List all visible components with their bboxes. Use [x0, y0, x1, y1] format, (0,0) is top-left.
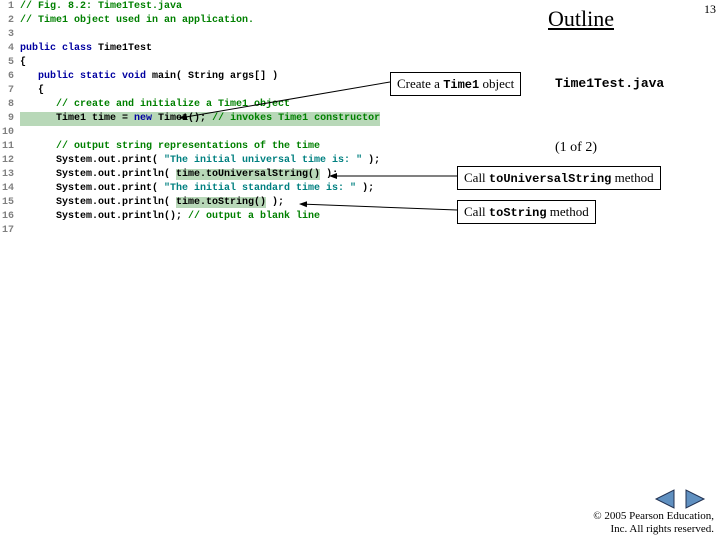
line-number: 16: [0, 210, 20, 224]
copyright-notice: © 2005 Pearson Education, Inc. All right…: [593, 510, 714, 536]
code-content: public static void main( String args[] ): [20, 70, 278, 84]
line-number: 8: [0, 98, 20, 112]
callout-text: object: [479, 76, 514, 91]
code-content: // Fig. 8.2: Time1Test.java: [20, 0, 182, 14]
line-number: 3: [0, 28, 20, 42]
code-content: public class Time1Test: [20, 42, 152, 56]
code-line: 15 System.out.println( time.toString() )…: [0, 196, 380, 210]
page-indicator: (1 of 2): [555, 140, 597, 156]
line-number: 2: [0, 14, 20, 28]
copyright-line: © 2005 Pearson Education,: [593, 510, 714, 523]
code-line: 5{: [0, 56, 380, 70]
copyright-line: Inc. All rights reserved.: [593, 523, 714, 536]
line-number: 1: [0, 0, 20, 14]
line-number: 17: [0, 224, 20, 238]
nav-triangles: [654, 488, 706, 510]
line-number: 13: [0, 168, 20, 182]
line-number: 10: [0, 126, 20, 140]
code-content: System.out.println( time.toUniversalStri…: [20, 168, 338, 182]
code-content: System.out.print( "The initial universal…: [20, 154, 380, 168]
callout-mono: toString: [489, 206, 547, 220]
code-line: 3: [0, 28, 380, 42]
callout-tostring: Call toString method: [457, 200, 596, 224]
line-number: 7: [0, 84, 20, 98]
code-line: 7 {: [0, 84, 380, 98]
code-line: 4public class Time1Test: [0, 42, 380, 56]
line-number: 5: [0, 56, 20, 70]
code-content: System.out.println( time.toString() );: [20, 196, 284, 210]
filename-label: Time1Test.java: [555, 76, 664, 91]
code-line: 13 System.out.println( time.toUniversalS…: [0, 168, 380, 182]
line-number: 15: [0, 196, 20, 210]
callout-universal-string: Call toUniversalString method: [457, 166, 661, 190]
line-number: 6: [0, 70, 20, 84]
callout-text: Create a: [397, 76, 443, 91]
line-number: 4: [0, 42, 20, 56]
nav-prev-icon[interactable]: [654, 488, 676, 510]
line-number: 11: [0, 140, 20, 154]
code-line: 11 // output string representations of t…: [0, 140, 380, 154]
code-content: {: [20, 56, 26, 70]
callout-text: method: [611, 170, 653, 185]
code-content: {: [20, 84, 44, 98]
callout-mono: Time1: [443, 78, 479, 92]
code-content: System.out.print( "The initial standard …: [20, 182, 374, 196]
code-content: // output string representations of the …: [20, 140, 320, 154]
callout-text: method: [547, 204, 589, 219]
callout-text: Call: [464, 170, 489, 185]
code-line: 10: [0, 126, 380, 140]
callout-create-time1: Create a Time1 object: [390, 72, 521, 96]
code-line: 17: [0, 224, 380, 238]
slide-number: 13: [704, 2, 716, 17]
line-number: 12: [0, 154, 20, 168]
code-line: 1// Fig. 8.2: Time1Test.java: [0, 0, 380, 14]
code-line: 9 Time1 time = new Time1(); // invokes T…: [0, 112, 380, 126]
line-number: 14: [0, 182, 20, 196]
nav-next-icon[interactable]: [684, 488, 706, 510]
line-number: 9: [0, 112, 20, 126]
code-content: Time1 time = new Time1(); // invokes Tim…: [20, 113, 380, 124]
code-line: 8 // create and initialize a Time1 objec…: [0, 98, 380, 112]
code-content: System.out.println(); // output a blank …: [20, 210, 320, 224]
callout-mono: toUniversalString: [489, 172, 611, 186]
code-line: 12 System.out.print( "The initial univer…: [0, 154, 380, 168]
code-line: 6 public static void main( String args[]…: [0, 70, 380, 84]
code-content: // create and initialize a Time1 object: [20, 98, 290, 112]
code-line: 16 System.out.println(); // output a bla…: [0, 210, 380, 224]
code-content: // Time1 object used in an application.: [20, 14, 254, 28]
code-line: 14 System.out.print( "The initial standa…: [0, 182, 380, 196]
code-area: 1// Fig. 8.2: Time1Test.java2// Time1 ob…: [0, 0, 380, 238]
outline-heading: Outline: [548, 6, 614, 32]
code-line: 2// Time1 object used in an application.: [0, 14, 380, 28]
callout-text: Call: [464, 204, 489, 219]
